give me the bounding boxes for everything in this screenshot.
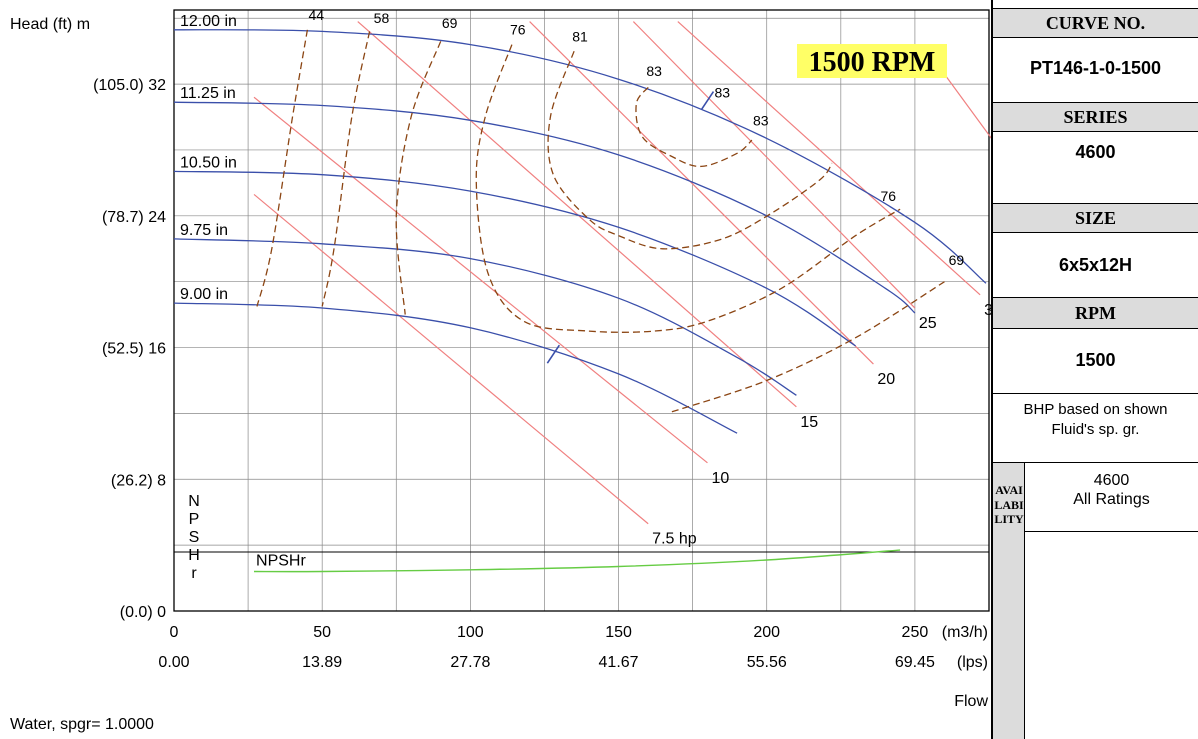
efficiency-contour — [475, 44, 901, 333]
x-tick-label-m3h: 0 — [170, 624, 179, 641]
power-line-label: 25 — [919, 315, 937, 332]
bhp-note: BHP based on shown Fluid's sp. gr. — [1023, 401, 1168, 438]
series-value: 4600 — [1075, 142, 1116, 162]
curve-no-value: PT146-1-0-1500 — [1029, 58, 1162, 78]
power-lines: 7.5 hp101520253040 — [253, 21, 991, 548]
rpm-value: 1500 — [1075, 350, 1116, 370]
impeller-curve — [173, 29, 987, 284]
x-unit-m3h: (m3/h) — [942, 624, 988, 641]
power-line-label: 15 — [800, 414, 818, 431]
efficiency-label: 83 — [753, 112, 769, 128]
x-unit-lps: (lps) — [957, 654, 988, 671]
x-tick-label-lps: 41.67 — [599, 654, 639, 671]
size-header: SIZE — [993, 203, 1198, 233]
efficiency-label: 76 — [510, 22, 526, 38]
chart-title: 1500 RPM — [809, 47, 936, 78]
efficiency-label: 81 — [572, 28, 588, 44]
power-line — [944, 73, 991, 139]
efficiency-label: 83 — [646, 63, 662, 79]
npsh-axis-letter: H — [188, 547, 200, 564]
npsh-line — [253, 549, 901, 573]
x-tick-label-m3h: 100 — [457, 624, 484, 641]
efficiency-contour — [321, 31, 371, 307]
efficiency-contour — [547, 50, 833, 250]
x-tick-label-m3h: 50 — [313, 624, 331, 641]
efficiency-contour — [671, 281, 945, 413]
efficiency-label: 76 — [880, 188, 896, 204]
fluid-note: Water, spgr= 1.0000 — [10, 716, 154, 733]
info-panel: CURVE NO. PT146-1-0-1500 SERIES 4600 SIZ… — [991, 0, 1198, 739]
power-line-label: 20 — [877, 371, 895, 388]
size-value: 6x5x12H — [1058, 255, 1133, 275]
impeller-label: 9.00 in — [180, 286, 228, 303]
npsh-label: NPSHr — [256, 552, 306, 569]
efficiency-contour — [635, 86, 753, 168]
impeller-curve — [173, 238, 797, 396]
power-line-label: 7.5 hp — [652, 531, 697, 548]
power-line — [677, 21, 981, 296]
axes: (0.0) 0 (26.2) 8 (52.5) 16 (78.7) 24 (105.0)… — [93, 77, 935, 671]
impeller-curve — [173, 101, 916, 314]
impeller-curves: 12.00 in 11.25 in 10.50 in 9.75 in 9.00 in — [173, 13, 987, 434]
power-line-label: 30 — [984, 302, 991, 319]
npsh-axis-letter: S — [189, 529, 200, 546]
availability-label: AVAILABILITY — [994, 483, 1024, 527]
x-tick-label-lps: 69.45 — [895, 654, 935, 671]
x-tick-label-m3h: 250 — [902, 624, 929, 641]
title-highlight — [797, 44, 947, 78]
impeller-label: 11.25 in — [180, 85, 236, 102]
x-tick-label-lps: 27.78 — [450, 654, 490, 671]
impeller-curve — [173, 170, 856, 347]
x-tick-label-lps: 55.56 — [747, 654, 787, 671]
x-tick-label-lps: 13.89 — [302, 654, 342, 671]
series-header: SERIES — [993, 102, 1198, 132]
efficiency-label: 83 — [714, 84, 730, 100]
power-line — [632, 21, 916, 309]
availability-column: AVAILABILITY — [993, 462, 1025, 739]
y-tick-label: (52.5) 16 — [102, 341, 166, 358]
power-line — [253, 96, 708, 464]
efficiency-label: 44 — [308, 7, 324, 23]
availability-ratings-text: All Ratings — [1073, 491, 1150, 508]
availability-series: 4600 — [1093, 472, 1130, 489]
impeller-label: 10.50 in — [180, 154, 237, 171]
power-line — [253, 193, 649, 525]
impeller-curve — [173, 302, 738, 434]
plot-frame — [173, 9, 990, 612]
npsh-axis-letter: r — [191, 565, 197, 582]
power-line — [529, 21, 874, 365]
efficiency-contour — [395, 41, 442, 315]
y-tick-label: (0.0) 0 — [120, 604, 166, 621]
x-tick-label-lps: 0.00 — [158, 654, 189, 671]
y-tick-label: (26.2) 8 — [111, 472, 166, 489]
availability-ratings: 4600 All Ratings — [1025, 462, 1198, 532]
impeller-label: 12.00 in — [180, 13, 237, 30]
efficiency-contours: 44 58 69 76 81 83 83 83 76 69 — [256, 7, 965, 413]
efficiency-label: 58 — [374, 10, 390, 26]
y-axis-label: Head (ft) m — [10, 16, 90, 33]
npsh-axis-letter: P — [189, 511, 200, 528]
power-line — [357, 21, 797, 408]
x-axis-label: Flow — [954, 693, 988, 710]
y-tick-label: (105.0) 32 — [93, 77, 166, 94]
efficiency-label: 69 — [442, 15, 458, 31]
bep-tick — [700, 91, 715, 111]
bhp-divider — [993, 393, 1198, 394]
y-tick-label: (78.7) 24 — [102, 209, 166, 226]
impeller-label: 9.75 in — [180, 222, 228, 239]
bep-tick — [546, 344, 561, 364]
efficiency-label: 69 — [949, 252, 965, 268]
efficiency-contour — [256, 29, 309, 307]
power-line-label: 10 — [711, 470, 729, 487]
npsh-curve: NPSHr — [253, 549, 901, 573]
npsh-axis-letter: N — [188, 493, 200, 510]
curve-no-header: CURVE NO. — [993, 8, 1198, 38]
x-tick-label-m3h: 200 — [753, 624, 780, 641]
x-tick-label-m3h: 150 — [605, 624, 632, 641]
rpm-header: RPM — [993, 297, 1198, 329]
